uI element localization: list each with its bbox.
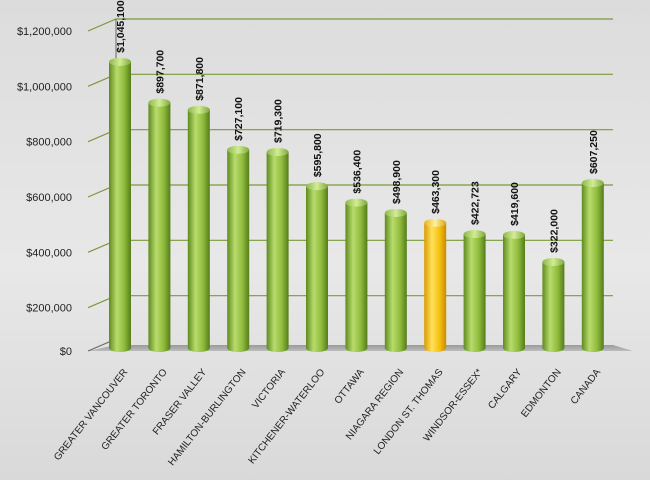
bar-body [424, 222, 447, 352]
x-tick-label: HAMILTON-BURLINGTON [166, 367, 248, 468]
data-label: $1,045,100 [115, 0, 127, 53]
bar-body [266, 151, 289, 352]
bar [463, 230, 486, 352]
data-label: $322,000 [548, 209, 560, 253]
y-tick-label: $200,000 [26, 303, 72, 315]
gridline [87, 73, 613, 87]
bar [581, 178, 604, 352]
x-tick-label: CALGARY [486, 367, 524, 412]
bar-body [384, 212, 407, 352]
bar [503, 230, 525, 352]
data-label: $463,300 [430, 170, 442, 214]
gridline [87, 18, 613, 32]
data-label: $719,300 [273, 99, 285, 143]
data-label: $595,800 [312, 133, 324, 177]
bar-body [148, 102, 171, 353]
bar [109, 57, 131, 353]
data-label: $498,900 [391, 160, 403, 204]
bar-top [306, 182, 328, 191]
data-label: $422,723 [470, 181, 482, 225]
y-tick-label: $1,000,000 [17, 81, 72, 93]
y-tick-label: $600,000 [26, 192, 72, 204]
x-tick-label: EDMONTON [519, 367, 563, 420]
data-labels: $1,045,100 $897,700 $871,800 $727,100 $719,3… [115, 0, 600, 253]
bar-top [542, 257, 565, 266]
bar-body [542, 261, 565, 352]
x-tick-label: LONDON ST. THOMAS [372, 367, 446, 457]
bar [542, 257, 565, 352]
data-label: $897,700 [154, 50, 166, 94]
bar-top [503, 230, 525, 239]
bar-body [227, 149, 250, 352]
bar [306, 182, 328, 352]
x-tick-label: KITCHENER-WATERLOO [247, 367, 328, 466]
bar-top [424, 218, 447, 227]
bar-top [187, 105, 210, 114]
bar-body [187, 109, 210, 352]
bar-top [109, 57, 131, 66]
bar-body [581, 182, 604, 352]
y-tick-label: $400,000 [26, 247, 72, 259]
x-tick-label: CANADA [569, 367, 604, 407]
data-label: $419,600 [509, 182, 521, 226]
data-label: $607,250 [588, 130, 600, 174]
bar [187, 105, 210, 352]
x-tick-label: VICTORIA [250, 367, 288, 411]
bar-body [503, 234, 525, 352]
bars [109, 57, 604, 353]
y-axis: $0 $200,000 $400,000 $600,000 $800,000 $1,000… [17, 19, 117, 358]
bar-body [109, 61, 131, 353]
bar-top [581, 178, 604, 187]
bar [384, 208, 407, 352]
bar-top [345, 198, 368, 207]
bar-top [148, 98, 171, 107]
bar-body [345, 202, 368, 352]
bar-body [306, 186, 328, 352]
bar [424, 218, 447, 352]
y-tick-label: $1,200,000 [17, 26, 72, 38]
y-tick-label: $800,000 [26, 137, 72, 149]
x-tick-label: GREATER VANCOUVER [52, 367, 130, 463]
bar-top [384, 208, 407, 217]
bar [148, 98, 171, 353]
x-tick-label: OTTAWA [333, 367, 367, 407]
data-label: $871,800 [194, 57, 206, 101]
x-tick-label: GREATER TORONTO [100, 367, 170, 453]
bar [266, 147, 289, 352]
bar-body [463, 234, 486, 352]
data-label: $727,100 [233, 97, 245, 141]
bar [345, 198, 368, 352]
bar-top [227, 145, 250, 154]
bar [227, 145, 250, 352]
bar-top [463, 230, 486, 239]
y-tick-label: $0 [60, 346, 72, 358]
bar-top [266, 147, 289, 156]
data-label: $536,400 [351, 150, 363, 194]
